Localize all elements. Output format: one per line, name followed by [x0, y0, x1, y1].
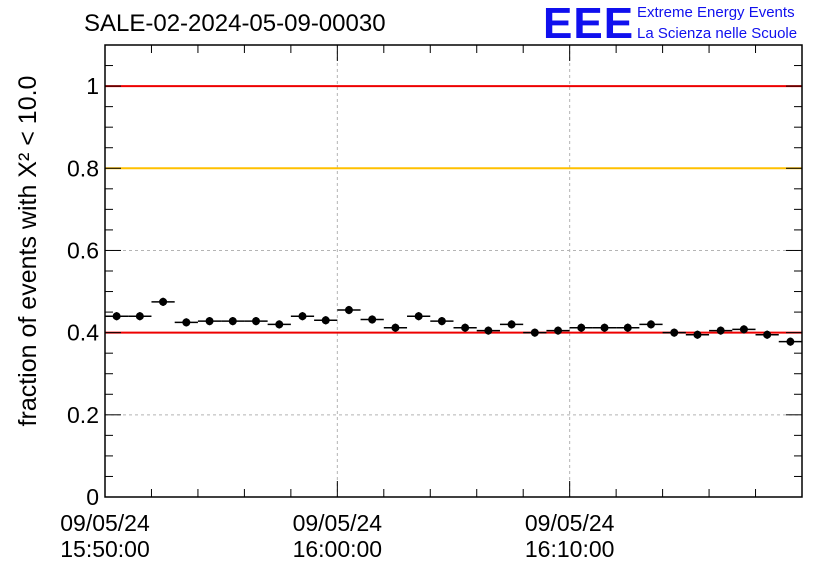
data-point — [205, 317, 214, 326]
data-point — [716, 326, 725, 335]
plot-frame — [104, 44, 803, 498]
x-tick-label-date: 09/05/24 — [525, 510, 615, 536]
data-point — [298, 312, 307, 321]
y-tick-label: 0.4 — [67, 320, 99, 346]
y-tick-label: 1 — [86, 73, 99, 99]
x-tick-label-time: 16:10:00 — [525, 536, 615, 562]
data-point — [577, 323, 586, 332]
data-point — [112, 312, 121, 321]
x-tick-label-time: 15:50:00 — [60, 536, 150, 562]
y-tick-label: 0.8 — [67, 155, 99, 181]
chart-title: SALE-02-2024-05-09-00030 — [84, 10, 386, 37]
data-point — [321, 316, 330, 325]
y-tick-label: 0.6 — [67, 237, 99, 263]
data-point — [344, 306, 353, 315]
data-point — [461, 323, 470, 332]
data-point — [507, 320, 516, 329]
data-point — [739, 325, 748, 334]
data-point — [391, 323, 400, 332]
data-point — [368, 315, 377, 324]
data-point — [763, 330, 772, 339]
data-point — [414, 312, 423, 321]
data-point — [275, 320, 284, 329]
data-point — [530, 328, 539, 337]
data-point — [159, 297, 168, 306]
data-point — [252, 317, 261, 326]
x-tick-label-date: 09/05/24 — [60, 510, 150, 536]
y-tick-label: 0 — [86, 484, 99, 510]
data-point — [554, 326, 563, 335]
data-point — [135, 312, 144, 321]
y-axis-title: fraction of events with X² < 10.0 — [14, 76, 42, 427]
eee-logo: EEE — [543, 0, 635, 48]
data-point — [437, 317, 446, 326]
data-point — [670, 328, 679, 337]
y-tick-label: 0.2 — [67, 402, 99, 428]
logo-line-1: Extreme Energy Events — [637, 4, 795, 21]
data-point — [228, 317, 237, 326]
data-point — [182, 318, 191, 327]
data-point — [600, 323, 609, 332]
data-point — [786, 337, 795, 346]
x-tick-label-time: 16:00:00 — [293, 536, 383, 562]
data-point — [484, 326, 493, 335]
data-point — [693, 330, 702, 339]
data-point — [646, 320, 655, 329]
x-tick-label-date: 09/05/24 — [293, 510, 383, 536]
data-point — [623, 323, 632, 332]
logo-line-2: La Scienza nelle Scuole — [637, 25, 798, 42]
